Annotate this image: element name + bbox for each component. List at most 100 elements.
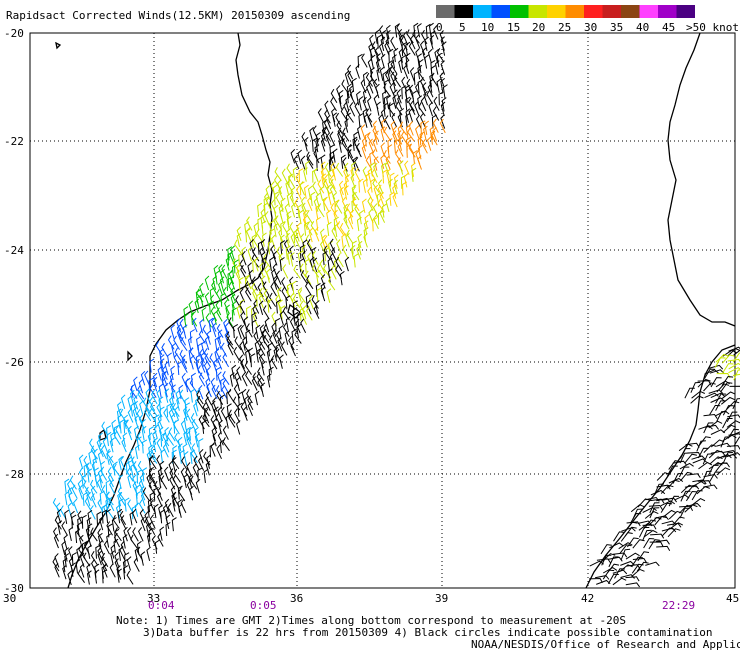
- wind-barb: [238, 252, 244, 267]
- wind-barb: [87, 523, 93, 538]
- wind-barb: [373, 184, 379, 200]
- wind-barb: [133, 395, 139, 410]
- wind-barb: [195, 354, 201, 369]
- wind-barb: [608, 556, 619, 568]
- wind-barb: [355, 142, 362, 158]
- wind-barb: [206, 454, 212, 469]
- wind-barb: [690, 381, 701, 393]
- wind-barb: [625, 582, 641, 588]
- wind-barb: [433, 96, 440, 111]
- wind-barb: [220, 268, 225, 284]
- wind-barb: [246, 305, 252, 320]
- wind-barb: [53, 527, 60, 542]
- wind-barb: [293, 154, 300, 170]
- lon-label-45: 45: [726, 592, 739, 605]
- wind-barb: [292, 294, 301, 308]
- wind-barb: [120, 455, 126, 471]
- wind-barb: [222, 352, 230, 368]
- wind-barb: [289, 222, 296, 237]
- wind-barb: [106, 448, 114, 463]
- legend-swatch: [639, 5, 658, 18]
- wind-barb: [430, 130, 436, 145]
- wind-barb: [232, 323, 239, 339]
- wind-barb: [338, 95, 344, 110]
- wind-barb: [335, 162, 344, 177]
- wind-barb: [722, 349, 737, 357]
- wind-barb: [329, 144, 335, 159]
- wind-barb: [385, 197, 391, 213]
- wind-barb: [383, 126, 391, 141]
- wind-barb: [219, 394, 225, 409]
- wind-barb: [589, 577, 603, 584]
- wind-barb: [608, 556, 623, 562]
- wind-barb: [280, 234, 285, 249]
- island-b: [127, 350, 133, 362]
- wind-barb: [197, 467, 203, 482]
- wind-barb: [144, 370, 150, 386]
- wind-barb: [140, 370, 146, 386]
- wind-barb: [177, 360, 183, 376]
- wind-barb: [709, 471, 721, 482]
- wind-barb: [335, 264, 343, 279]
- wind-barb: [262, 281, 270, 296]
- wind-barb: [317, 264, 325, 279]
- wind-barb: [164, 466, 170, 482]
- wind-barb: [637, 551, 650, 562]
- wind-barb: [439, 72, 445, 87]
- wind-barb: [61, 521, 68, 536]
- wind-barb: [710, 439, 725, 448]
- wind-barb: [323, 118, 330, 134]
- wind-barb: [127, 395, 133, 410]
- wind-barb: [661, 527, 677, 533]
- wind-barb: [377, 210, 383, 225]
- wind-barb: [345, 174, 351, 189]
- wind-barb: [280, 240, 286, 255]
- wind-barb: [114, 527, 122, 542]
- wind-barb: [275, 317, 281, 332]
- wind-barb: [407, 139, 414, 154]
- wind-barb: [78, 454, 84, 470]
- wind-barb: [166, 403, 172, 418]
- wind-barb: [149, 358, 155, 373]
- wind-barb: [383, 102, 389, 117]
- wind-barb: [167, 352, 172, 367]
- wind-barb: [279, 208, 284, 223]
- wind-barb: [148, 426, 154, 441]
- wind-barb: [185, 467, 193, 482]
- wind-barb: [205, 391, 212, 406]
- wind-barb: [56, 502, 62, 517]
- wind-barb: [330, 162, 335, 177]
- wind-barb: [169, 475, 176, 490]
- lon-label-33: 33: [147, 592, 160, 605]
- wind-barb: [315, 269, 321, 285]
- wind-barb: [231, 264, 238, 279]
- wind-barb: [409, 100, 416, 116]
- wind-barb: [340, 154, 346, 169]
- wind-barb: [373, 203, 379, 218]
- wind-barb: [230, 275, 236, 290]
- wind-barb: [375, 83, 380, 99]
- wind-barb: [212, 431, 218, 447]
- wind-barb: [324, 162, 332, 177]
- wind-barb: [239, 341, 245, 356]
- wind-barb: [329, 252, 336, 267]
- wind-barb: [308, 227, 314, 243]
- wind-barb: [220, 292, 226, 307]
- wind-barb: [190, 312, 198, 327]
- wind-barb: [271, 311, 277, 327]
- wind-barb: [323, 197, 330, 212]
- wind-barb: [301, 310, 308, 325]
- wind-barb: [211, 426, 217, 442]
- wind-barb: [708, 449, 722, 459]
- wind-barb: [174, 347, 182, 362]
- wind-barb: [726, 400, 740, 410]
- wind-barb: [297, 149, 303, 165]
- wind-barb: [607, 573, 619, 585]
- wind-barb: [632, 539, 645, 549]
- wind-barb: [331, 247, 338, 262]
- wind-barb: [97, 468, 103, 484]
- wind-barb: [152, 437, 158, 453]
- wind-barb: [231, 307, 237, 322]
- wind-barb: [180, 498, 187, 514]
- wind-barb: [123, 565, 129, 580]
